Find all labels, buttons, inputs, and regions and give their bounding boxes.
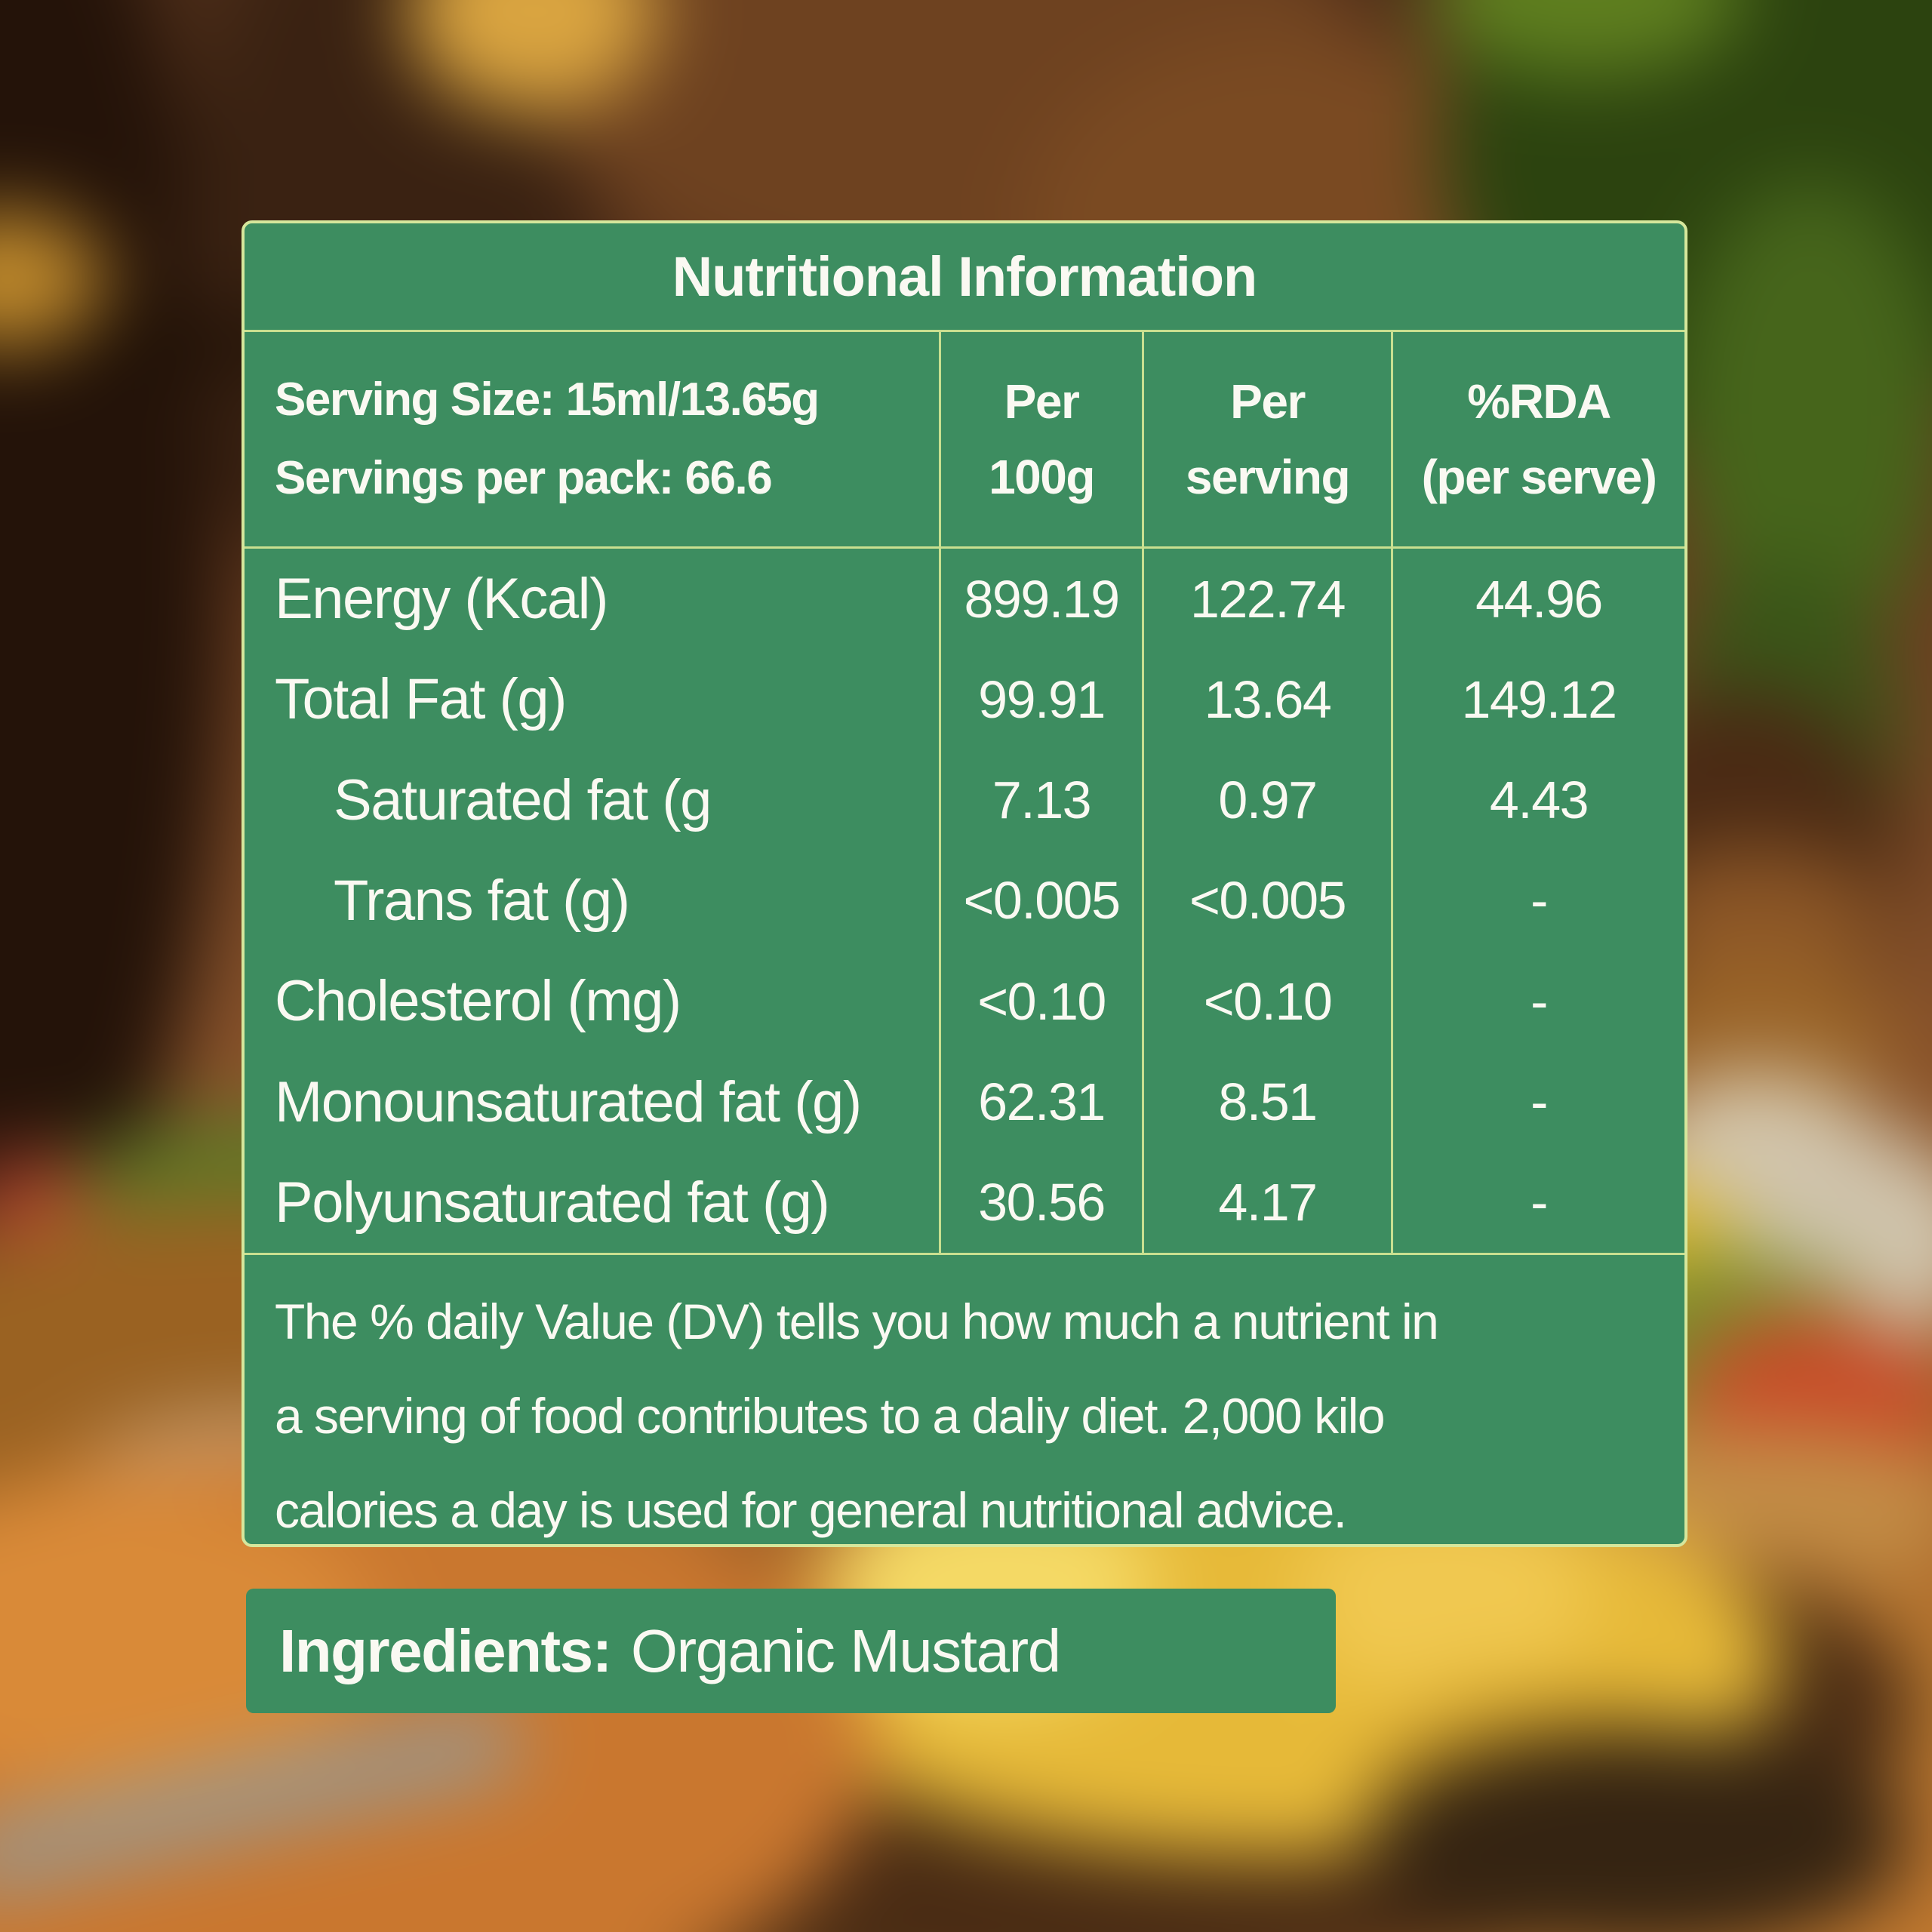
value-per-100g: 7.13 — [941, 749, 1144, 851]
value-rda: 44.96 — [1475, 569, 1603, 629]
value-per-100g: <0.005 — [941, 850, 1144, 952]
table-body: Energy (Kcal) 899.19 122.74 44.96 Total … — [245, 549, 1684, 1255]
footnote-line: The % daily Value (DV) tells you how muc… — [275, 1294, 1439, 1349]
column-header-per-serving: Per serving — [1144, 332, 1393, 546]
ingredients-label: Ingredients: — [279, 1617, 612, 1684]
footnote-line: a serving of food contributes to a daliy… — [275, 1388, 1386, 1444]
nutrient-label: Monounsaturated fat (g) — [245, 1051, 941, 1152]
value-per-serving: 122.74 — [1144, 549, 1393, 650]
column-header-per-100g: Per 100g — [941, 332, 1144, 546]
value-per-serving: 8.51 — [1144, 1051, 1393, 1152]
panel-title-band: Nutritional Information — [245, 223, 1684, 332]
nutrient-label: Saturated fat (g — [245, 749, 941, 851]
value-rda: - — [1531, 871, 1548, 931]
value-rda: 149.12 — [1461, 669, 1617, 729]
panel-title: Nutritional Information — [672, 245, 1257, 308]
value-per-100g: 899.19 — [941, 549, 1144, 650]
value-per-100g: <0.10 — [941, 951, 1144, 1052]
value-per-100g: 99.91 — [941, 649, 1144, 750]
nutrient-label: Polyunsaturated fat (g) — [245, 1152, 941, 1253]
ingredients-bar: Ingredients: Organic Mustard — [246, 1589, 1336, 1713]
nutrient-label: Total Fat (g) — [245, 649, 941, 750]
serving-size-text: Serving Size: 15ml/13.65g — [275, 374, 820, 426]
nutrient-label: Trans fat (g) — [245, 850, 941, 952]
serving-info: Serving Size: 15ml/13.65g Servings per p… — [245, 332, 941, 546]
value-per-serving: <0.10 — [1144, 951, 1393, 1052]
value-per-serving: <0.005 — [1144, 850, 1393, 952]
servings-per-pack-text: Servings per pack: 66.6 — [275, 452, 773, 504]
value-rda: 4.43 — [1489, 771, 1589, 830]
blur-blob-dark-plate — [1366, 1728, 1909, 1932]
nutrient-label: Energy (Kcal) — [245, 549, 941, 650]
daily-value-footnote: The % daily Value (DV) tells you how muc… — [245, 1255, 1684, 1558]
table-header: Serving Size: 15ml/13.65g Servings per p… — [245, 332, 1684, 549]
column-header-rda: %RDA (per serve) — [1421, 374, 1657, 504]
value-per-serving: 13.64 — [1144, 649, 1393, 750]
value-per-serving: 4.17 — [1144, 1152, 1393, 1253]
value-per-100g: 62.31 — [941, 1051, 1144, 1152]
footnote-line: calories a day is used for general nutri… — [275, 1482, 1347, 1538]
nutrient-label: Cholesterol (mg) — [245, 951, 941, 1052]
value-rda: - — [1531, 1173, 1548, 1232]
value-rda: - — [1531, 971, 1548, 1031]
nutrition-panel: Nutritional Information Serving Size: 15… — [242, 220, 1687, 1547]
value-rda: - — [1531, 1072, 1548, 1132]
ingredients-value: Organic Mustard — [630, 1617, 1061, 1684]
value-per-serving: 0.97 — [1144, 749, 1393, 851]
value-per-100g: 30.56 — [941, 1152, 1144, 1253]
